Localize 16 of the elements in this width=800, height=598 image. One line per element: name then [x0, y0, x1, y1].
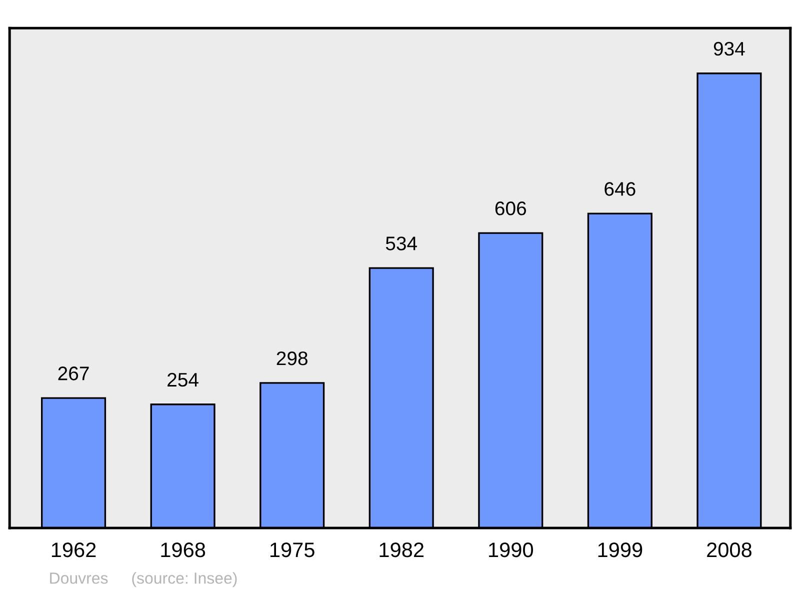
x-tick-label: 1990	[489, 542, 534, 558]
data-label: 606	[495, 202, 526, 216]
x-tick-label: 1975	[270, 542, 314, 558]
data-label: 298	[276, 351, 308, 366]
x-tick-label: 1962	[52, 542, 96, 558]
data-label: 646	[604, 182, 636, 196]
x-tick-label: 1968	[161, 542, 206, 558]
x-tick-label: 1982	[380, 542, 424, 558]
x-tick-label: 1999	[598, 542, 642, 558]
data-label: 534	[386, 236, 418, 250]
data-label: 254	[168, 372, 198, 387]
text: Douvres	[50, 572, 108, 584]
data-label: 267	[58, 366, 89, 380]
x-tick-label: 2008	[707, 542, 752, 558]
text: (source: Insee)	[132, 572, 237, 587]
data-label: 934	[714, 42, 745, 56]
